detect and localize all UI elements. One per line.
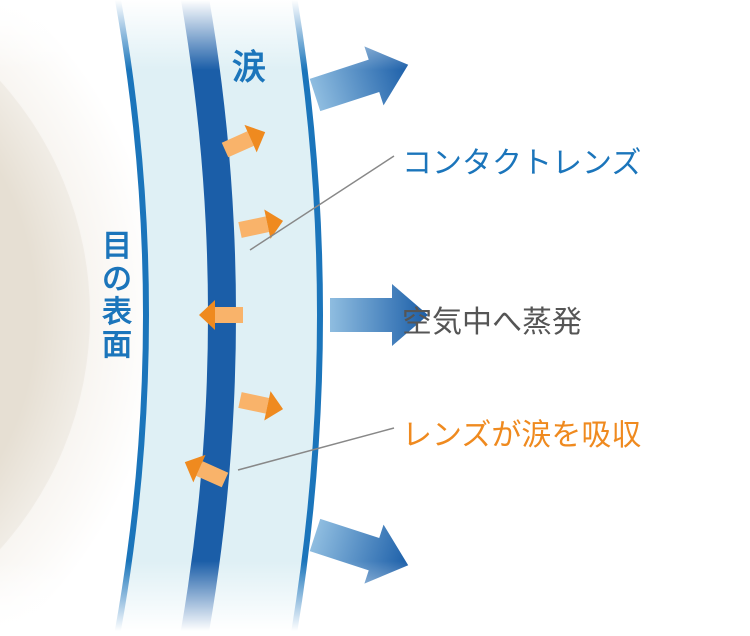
label-contact-lens: コンタクトレンズ (402, 138, 641, 182)
diagram-stage: 涙 目の表面 コンタクトレンズ 空気中へ蒸発 レンズが涙を吸収 (0, 0, 750, 631)
fade-bottom (0, 561, 750, 631)
label-tears: 涙 (232, 40, 266, 89)
label-lens-absorbs: レンズが涙を吸収 (402, 410, 641, 454)
label-eye-surface: 目の表面 (102, 230, 132, 362)
fade-top (0, 0, 750, 70)
label-evaporation: 空気中へ蒸発 (402, 297, 582, 341)
